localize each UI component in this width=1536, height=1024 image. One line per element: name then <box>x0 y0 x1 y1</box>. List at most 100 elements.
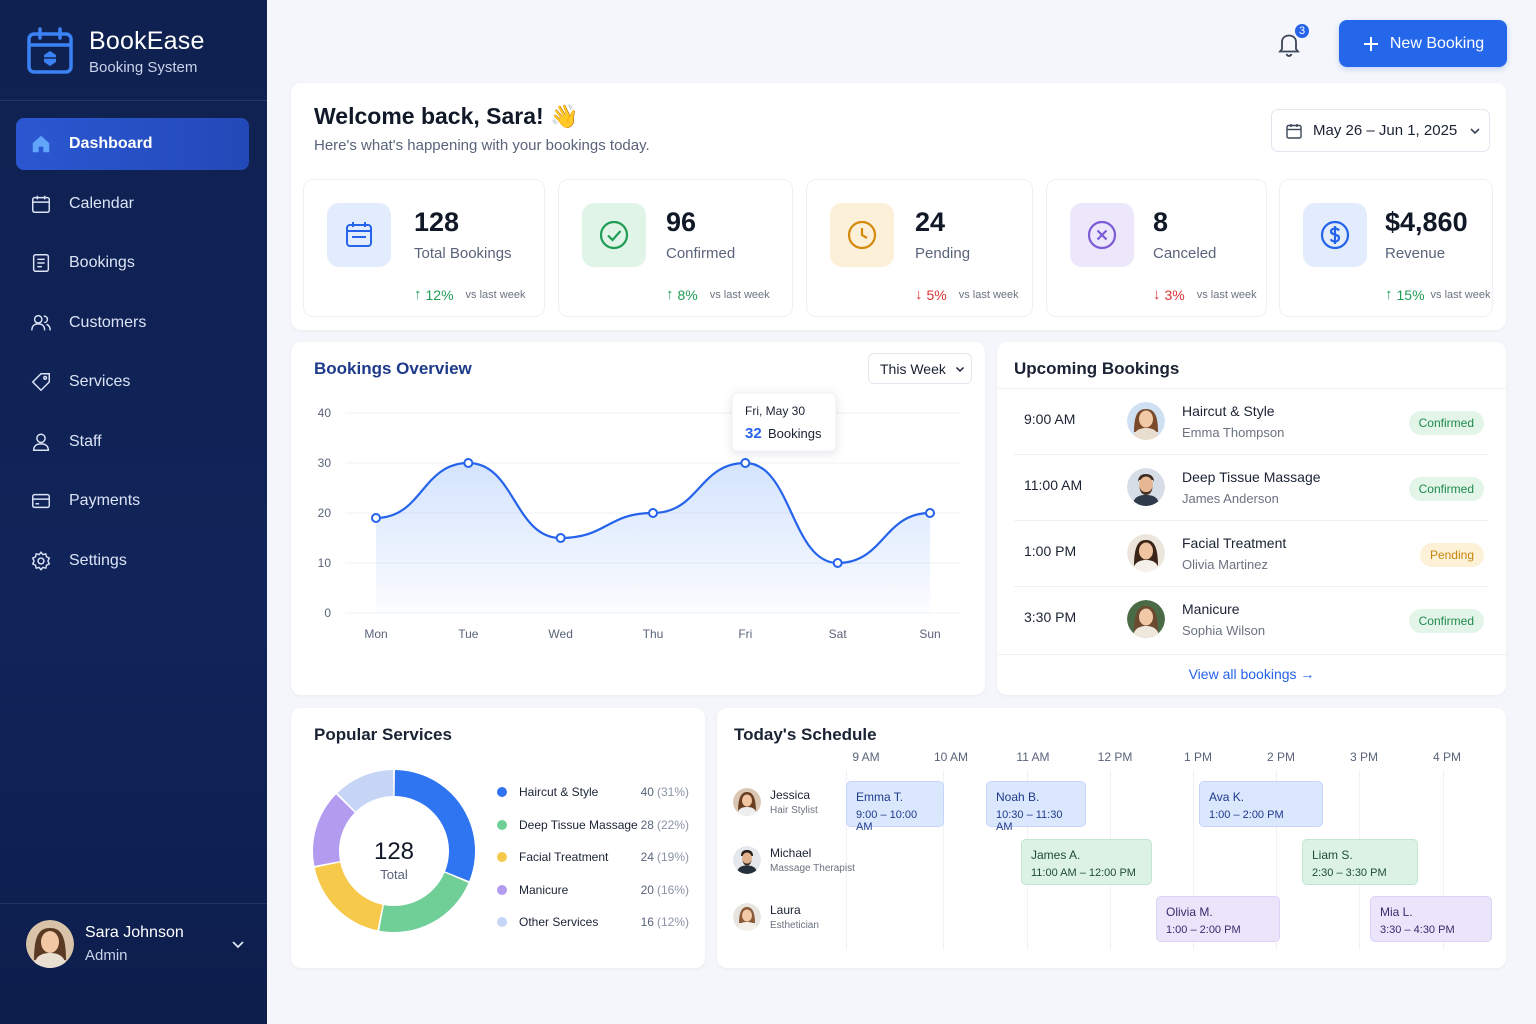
legend-swatch <box>497 852 507 863</box>
donut-slice[interactable] <box>337 770 394 812</box>
legend-swatch <box>497 787 507 798</box>
appointment-time: 11:00 AM – 12:00 PM <box>1031 867 1136 879</box>
legend-count: 24 <box>640 850 654 865</box>
chevron-down-icon[interactable] <box>230 936 246 952</box>
legend-label: Other Services <box>519 915 599 930</box>
booking-customer: Emma Thompson <box>1182 425 1285 440</box>
avatar <box>733 788 761 816</box>
stat-card-total-bookings[interactable]: 128 Total Bookings ↑ 12% vs last week <box>303 179 545 317</box>
legend-percent: (12%) <box>656 915 689 930</box>
card-title: Today's Schedule <box>734 725 877 744</box>
legend-count: 40 <box>640 785 654 800</box>
appointment-block[interactable]: Olivia M. 1:00 – 2:00 PM <box>1156 896 1280 942</box>
appointment-block[interactable]: Mia L. 3:30 – 4:30 PM <box>1370 896 1492 942</box>
sidebar-item-settings[interactable]: Settings <box>16 535 249 587</box>
chart-data-point[interactable] <box>371 513 381 523</box>
credit-card-icon <box>32 493 50 509</box>
stat-trend-caption: vs last week <box>1430 288 1491 301</box>
legend-item: Haircut & Style 40 (31%) <box>497 776 689 809</box>
home-icon <box>32 135 50 153</box>
status-badge: Confirmed <box>1408 609 1484 633</box>
stat-trend-caption: vs last week <box>465 288 526 301</box>
list-item[interactable]: 1:00 PM Facial Treatment Olivia Martinez… <box>1014 521 1489 587</box>
arrow-down-icon: ↓ <box>1153 286 1161 303</box>
period-select[interactable]: This Week <box>868 353 972 384</box>
avatar <box>733 903 761 931</box>
view-all-bookings-link[interactable]: View all bookings → <box>1188 666 1315 682</box>
grid-line <box>846 770 847 950</box>
stat-card-confirmed[interactable]: 96 Confirmed ↑ 8% vs last week <box>558 179 793 317</box>
stat-card-revenue[interactable]: $4,860 Revenue ↑ 15% vs last week <box>1279 179 1493 317</box>
donut-slice[interactable] <box>379 872 469 932</box>
appointment-block[interactable]: James A. 11:00 AM – 12:00 PM <box>1021 839 1152 885</box>
staff-row-label: Jessica Hair Stylist <box>733 788 818 816</box>
legend-item: Manicure 20 (16%) <box>497 874 689 907</box>
sidebar-item-payments[interactable]: Payments <box>16 475 249 527</box>
staff-name: Michael <box>770 846 812 860</box>
donut-slice[interactable] <box>313 794 355 866</box>
staff-role: Massage Therapist <box>770 863 855 874</box>
legend-percent: (31%) <box>656 785 689 800</box>
booking-time: 1:00 PM <box>1024 543 1077 559</box>
sidebar-item-calendar[interactable]: Calendar <box>16 178 249 230</box>
stat-card-pending[interactable]: 24 Pending ↓ 5% vs last week <box>806 179 1033 317</box>
donut-slice[interactable] <box>394 770 475 882</box>
stat-trend: ↓ 5% vs last week <box>915 286 1019 303</box>
stat-label: Confirmed <box>666 245 736 262</box>
user-role: Admin <box>85 947 128 964</box>
sidebar-item-services[interactable]: Services <box>16 356 249 408</box>
user-profile[interactable]: Sara Johnson Admin <box>26 920 246 968</box>
bell-icon[interactable] <box>1275 30 1303 58</box>
staff-name: Laura <box>770 903 801 917</box>
arrow-up-icon: ↑ <box>666 286 674 303</box>
stat-icon-container <box>582 203 646 267</box>
appointment-block[interactable]: Noah B. 10:30 – 11:30 AM <box>986 781 1086 833</box>
appointment-block[interactable]: Emma T. 9:00 – 10:00 AM <box>846 781 944 833</box>
plus-icon <box>1363 36 1378 51</box>
date-range-picker[interactable]: May 26 – Jun 1, 2025 <box>1271 109 1490 152</box>
donut-slice[interactable] <box>314 862 383 931</box>
status-badge: Pending <box>1419 543 1484 567</box>
document-icon <box>32 254 50 272</box>
stat-label: Pending <box>915 245 971 262</box>
chart-data-point[interactable] <box>925 508 935 518</box>
booking-service: Facial Treatment <box>1182 535 1287 551</box>
legend-swatch <box>497 884 507 895</box>
chart-data-point[interactable] <box>740 458 751 468</box>
card-title: Bookings Overview <box>314 359 472 378</box>
list-item[interactable]: 9:00 AM Haircut & Style Emma Thompson Co… <box>1014 389 1489 455</box>
booking-customer: Sophia Wilson <box>1182 623 1266 638</box>
new-booking-button[interactable]: New Booking <box>1339 20 1507 67</box>
sidebar-nav: Dashboard Calendar Bookings Customers Se… <box>16 118 249 594</box>
sidebar-item-bookings[interactable]: Bookings <box>16 237 249 289</box>
booking-customer: Olivia Martinez <box>1182 557 1268 572</box>
appointment-client: James A. <box>1031 848 1081 862</box>
legend-item: Other Services 16 (12%) <box>497 906 689 939</box>
stat-trend-value: 12% <box>425 286 454 303</box>
list-item[interactable]: 3:30 PM Manicure Sophia Wilson Confirmed <box>1014 587 1489 653</box>
chart-data-point[interactable] <box>832 558 843 568</box>
staff-name: Jessica <box>770 788 811 802</box>
appointment-block[interactable]: Ava K. 1:00 – 2:00 PM <box>1199 781 1323 827</box>
chart-data-point[interactable] <box>555 533 566 543</box>
chevron-down-icon <box>955 366 964 372</box>
sidebar-item-customers[interactable]: Customers <box>16 297 249 349</box>
sidebar-item-staff[interactable]: Staff <box>16 416 249 468</box>
status-badge: Confirmed <box>1408 477 1484 501</box>
appointment-client: Olivia M. <box>1166 905 1213 919</box>
page-title: Welcome back, Sara! 👋 <box>314 103 579 129</box>
appointment-block[interactable]: Liam S. 2:30 – 3:30 PM <box>1302 839 1418 885</box>
stat-card-canceled[interactable]: 8 Canceled ↓ 3% vs last week <box>1046 179 1267 317</box>
hour-label: 10 AM <box>933 750 969 764</box>
stat-trend-caption: vs last week <box>958 288 1019 301</box>
sidebar-item-label: Customers <box>69 313 147 331</box>
appointment-time: 1:00 – 2:00 PM <box>1209 809 1284 821</box>
sidebar-item-label: Staff <box>69 432 102 450</box>
list-item[interactable]: 11:00 AM Deep Tissue Massage James Ander… <box>1014 455 1489 521</box>
chart-data-point[interactable] <box>648 508 658 518</box>
brand[interactable]: BookEase Booking System <box>26 26 205 76</box>
sidebar-item-dashboard[interactable]: Dashboard <box>16 118 249 170</box>
y-tick-label: 30 <box>318 456 332 470</box>
chart-data-point[interactable] <box>463 458 474 468</box>
stat-trend-value: 5% <box>926 286 947 303</box>
